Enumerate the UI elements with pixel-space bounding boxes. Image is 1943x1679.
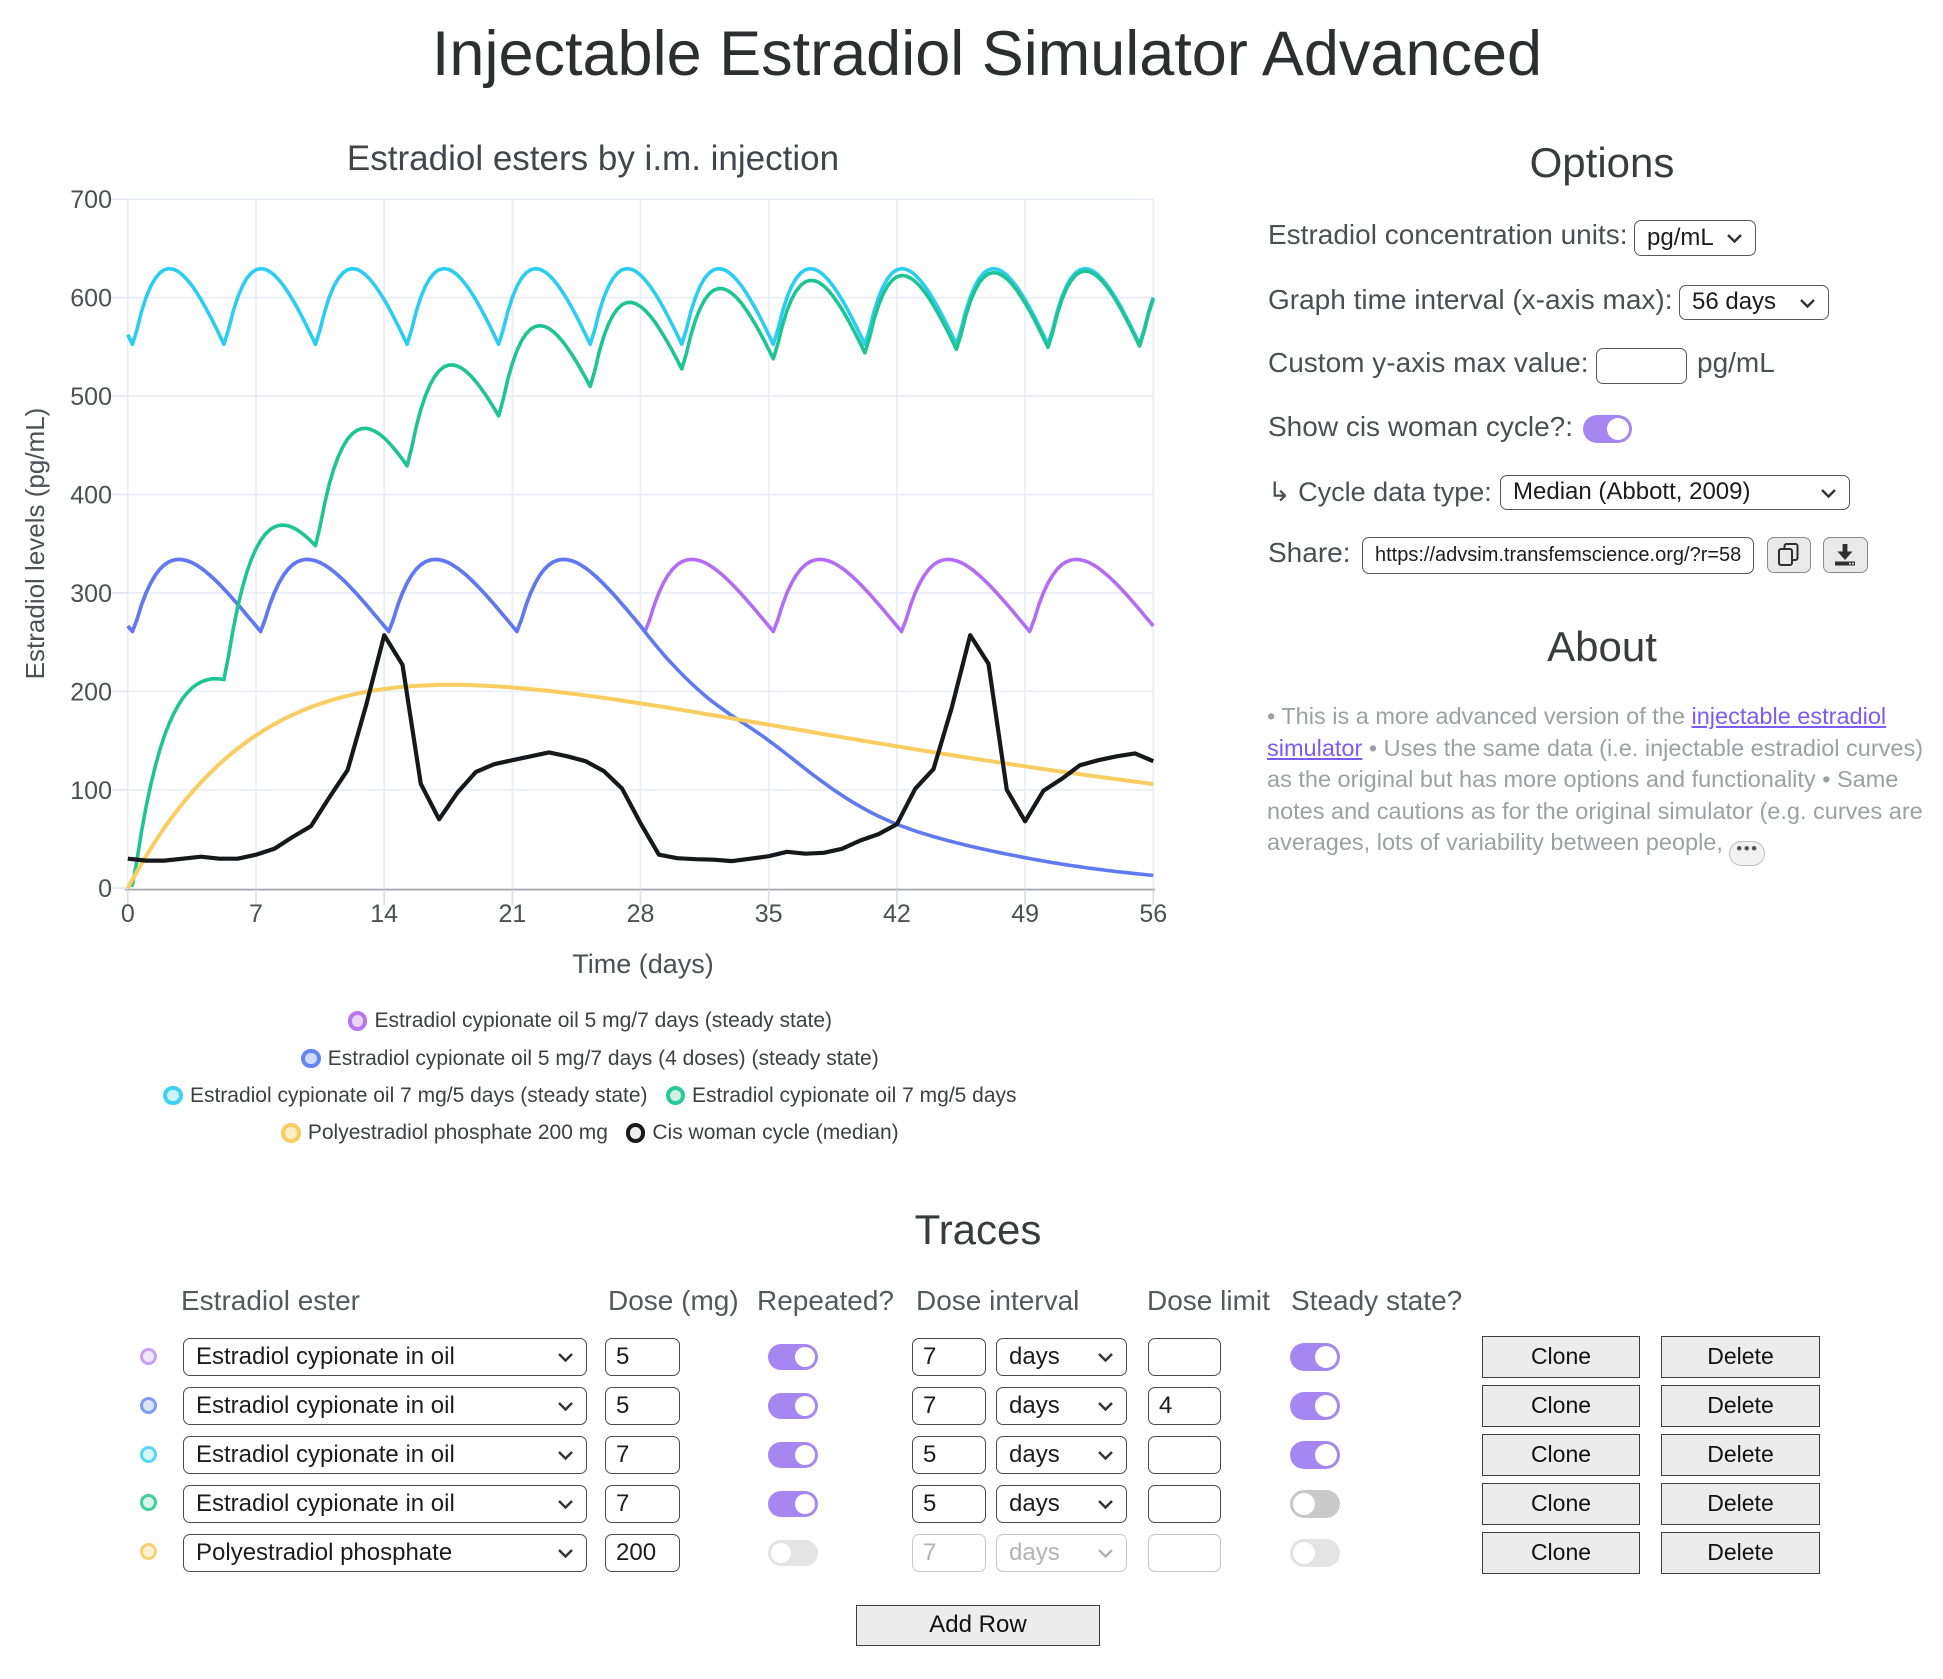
svg-text:300: 300 (70, 580, 112, 608)
svg-text:35: 35 (755, 900, 783, 928)
svg-text:100: 100 (70, 777, 112, 805)
svg-text:14: 14 (370, 900, 398, 928)
svg-text:49: 49 (1011, 900, 1039, 928)
svg-text:200: 200 (70, 678, 112, 706)
svg-text:Estradiol esters by i.m. injec: Estradiol esters by i.m. injection (347, 139, 839, 178)
svg-text:500: 500 (70, 383, 112, 411)
svg-text:0: 0 (98, 875, 112, 903)
svg-text:28: 28 (627, 900, 655, 928)
svg-text:Estradiol levels (pg/mL): Estradiol levels (pg/mL) (20, 408, 50, 680)
svg-text:56: 56 (1139, 900, 1167, 928)
svg-text:600: 600 (70, 285, 112, 313)
svg-text:7: 7 (249, 900, 263, 928)
svg-text:0: 0 (121, 900, 135, 928)
svg-text:21: 21 (498, 900, 526, 928)
svg-text:700: 700 (70, 186, 112, 214)
svg-text:42: 42 (883, 900, 911, 928)
svg-text:400: 400 (70, 482, 112, 510)
svg-text:Time (days): Time (days) (572, 949, 714, 979)
